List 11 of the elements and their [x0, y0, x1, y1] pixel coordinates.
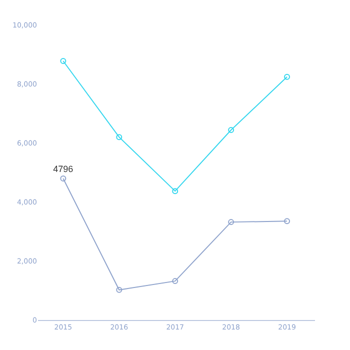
point — [116, 286, 122, 293]
data-label: 4796 — [53, 164, 74, 174]
point — [228, 127, 234, 134]
point — [284, 218, 290, 224]
point — [116, 134, 122, 140]
point — [172, 278, 178, 284]
point — [172, 188, 178, 194]
point — [284, 74, 290, 80]
point — [228, 219, 234, 226]
point — [60, 58, 66, 64]
point — [60, 176, 66, 182]
